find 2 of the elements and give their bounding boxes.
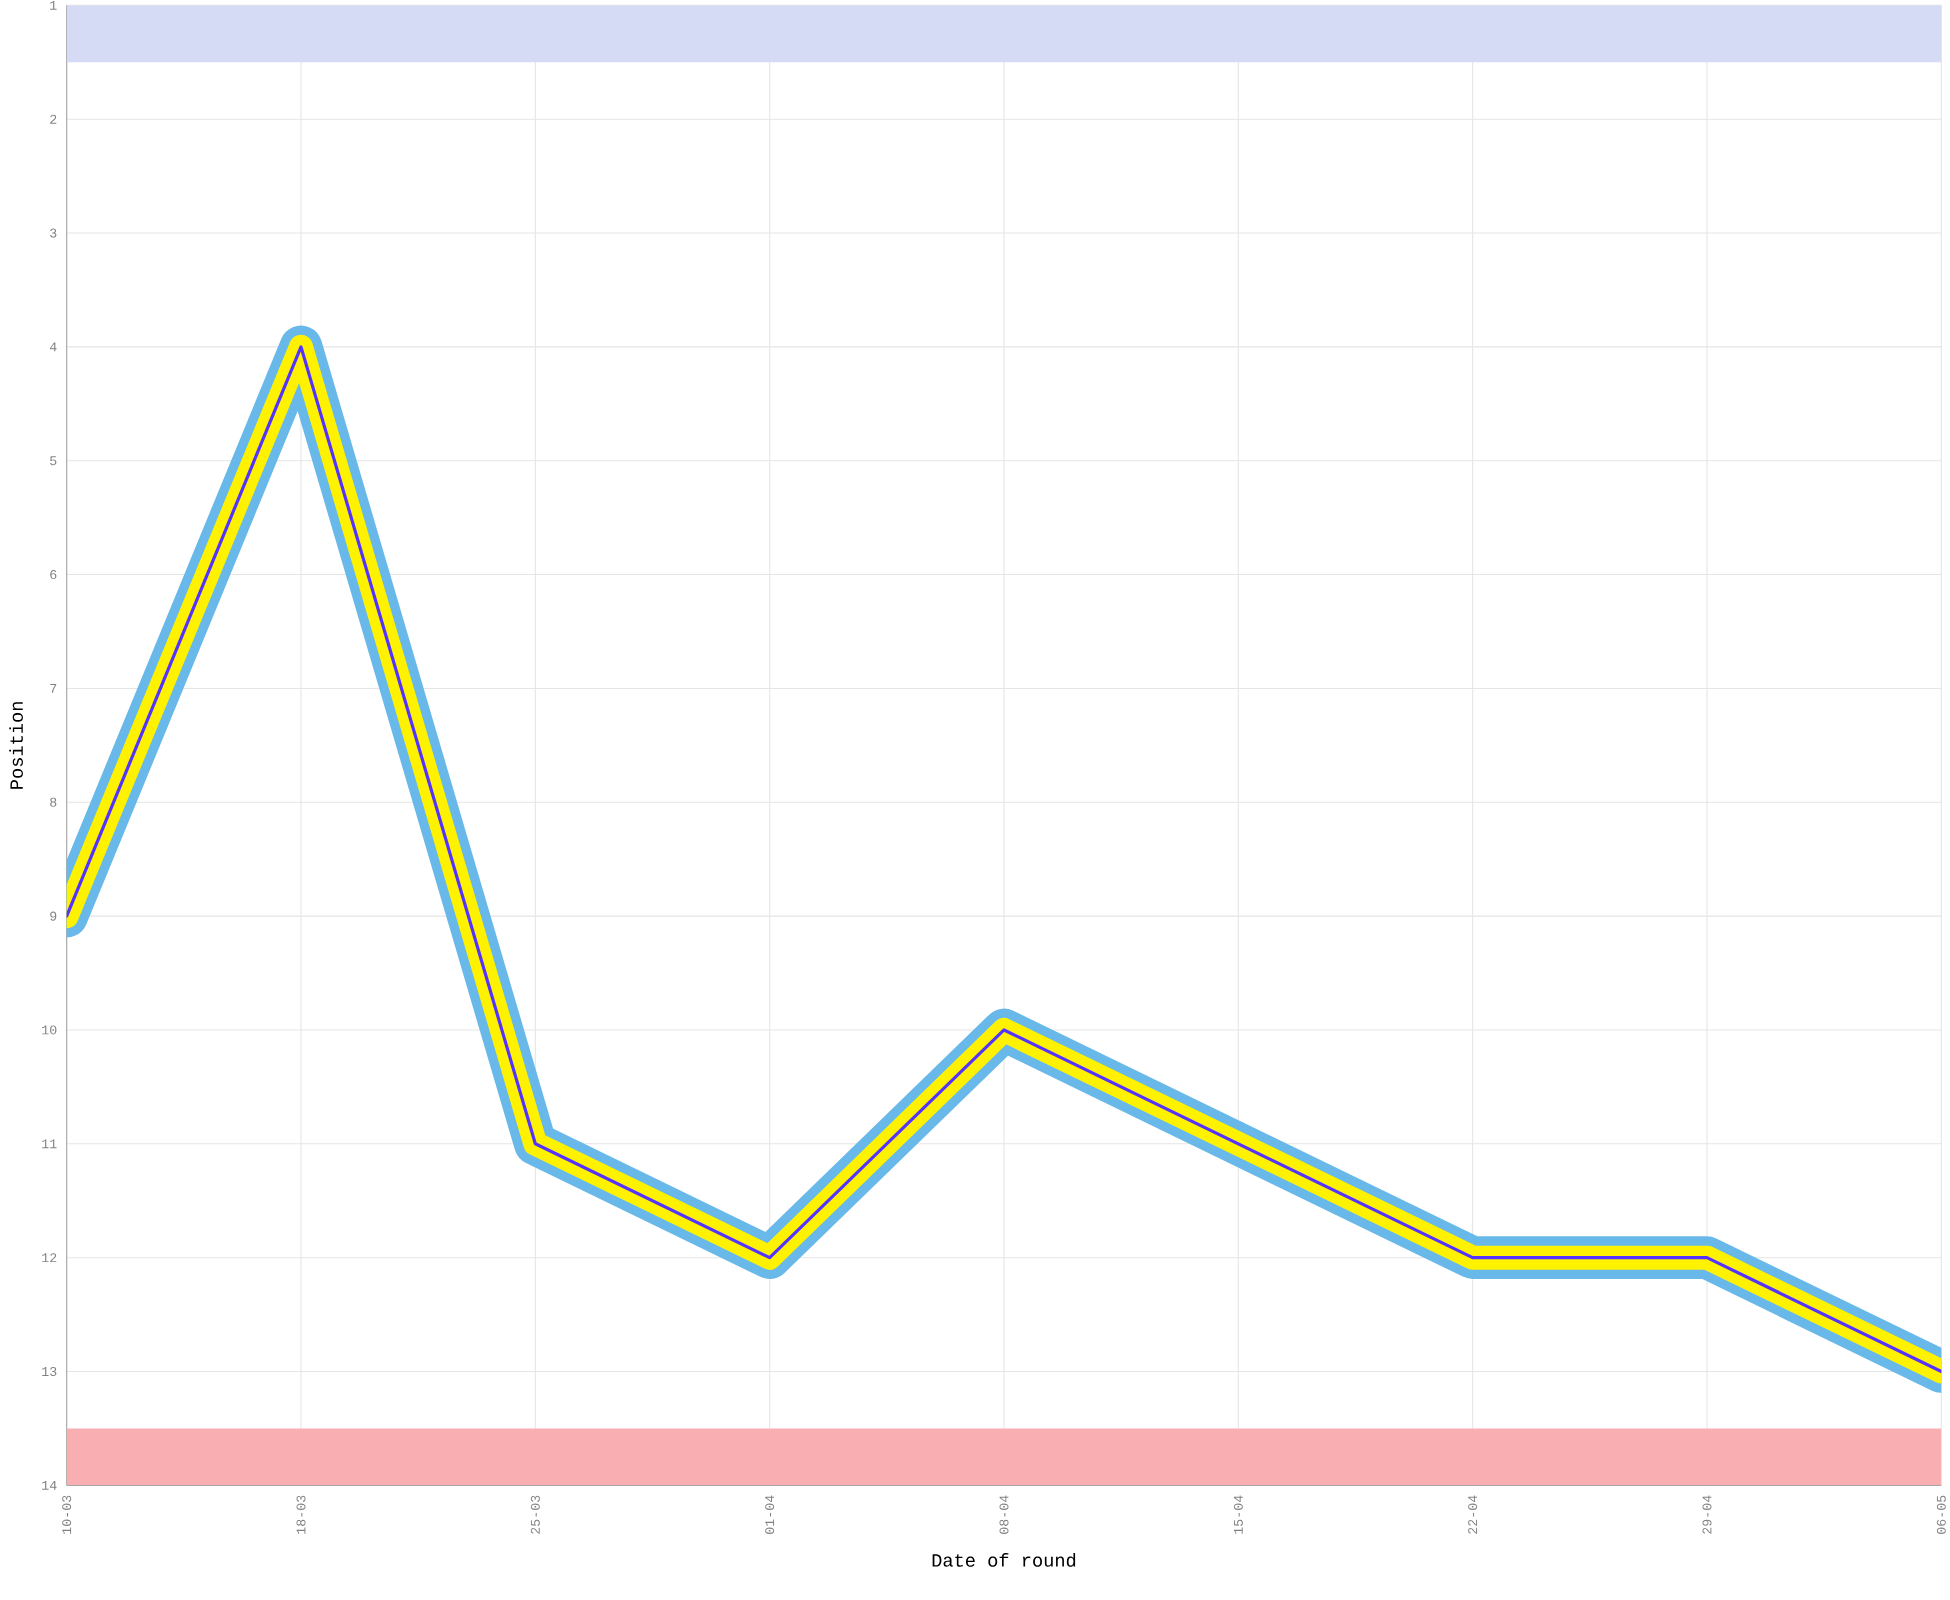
y-axis-title: Position [9,702,23,789]
x-axis-title: Date of round [932,1553,1076,1567]
